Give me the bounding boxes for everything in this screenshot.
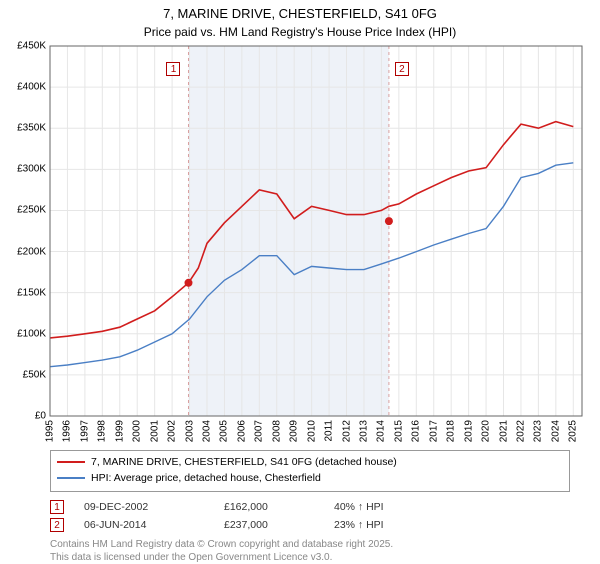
transaction-row: 1 09-DEC-2002 £162,000 40% ↑ HPI [50, 500, 570, 514]
transaction-price: £162,000 [224, 501, 334, 513]
x-axis-label: 2010 [306, 420, 317, 442]
x-axis-label: 2023 [533, 420, 544, 442]
legend-box: 7, MARINE DRIVE, CHESTERFIELD, S41 0FG (… [50, 450, 570, 492]
x-axis-label: 2016 [411, 420, 422, 442]
x-axis-label: 2025 [568, 420, 579, 442]
x-axis-label: 2022 [515, 420, 526, 442]
x-axis-label: 2003 [184, 420, 195, 442]
transaction-marker-2: 2 [50, 518, 64, 532]
transaction-row: 2 06-JUN-2014 £237,000 23% ↑ HPI [50, 518, 570, 532]
transaction-marker-1: 1 [50, 500, 64, 514]
transaction-date: 06-JUN-2014 [84, 519, 224, 531]
transaction-table: 1 09-DEC-2002 £162,000 40% ↑ HPI 2 06-JU… [50, 500, 570, 532]
y-axis-label: £300K [6, 164, 46, 175]
legend-label-property: 7, MARINE DRIVE, CHESTERFIELD, S41 0FG (… [91, 456, 397, 468]
legend-item-hpi: HPI: Average price, detached house, Ches… [57, 471, 563, 487]
chart-svg [50, 46, 582, 416]
y-axis-label: £400K [6, 82, 46, 93]
x-axis-label: 2024 [550, 420, 561, 442]
x-axis-label: 2005 [219, 420, 230, 442]
x-axis-label: 2020 [481, 420, 492, 442]
y-axis-label: £250K [6, 205, 46, 216]
x-axis-label: 2001 [149, 420, 160, 442]
transaction-delta: 23% ↑ HPI [334, 519, 444, 531]
y-axis-label: £350K [6, 123, 46, 134]
y-axis-label: £150K [6, 287, 46, 298]
x-axis-label: 2013 [358, 420, 369, 442]
chart-title: 7, MARINE DRIVE, CHESTERFIELD, S41 0FG [0, 0, 600, 23]
y-axis-label: £100K [6, 328, 46, 339]
legend-item-property: 7, MARINE DRIVE, CHESTERFIELD, S41 0FG (… [57, 455, 563, 471]
chart-container: 7, MARINE DRIVE, CHESTERFIELD, S41 0FG P… [0, 0, 600, 560]
legend-and-footer: 7, MARINE DRIVE, CHESTERFIELD, S41 0FG (… [50, 450, 570, 564]
transaction-price: £237,000 [224, 519, 334, 531]
y-axis-label: £450K [6, 41, 46, 52]
transaction-delta: 40% ↑ HPI [334, 501, 444, 513]
x-axis-label: 2008 [271, 420, 282, 442]
chart-marker-box: 2 [395, 62, 409, 76]
chart-marker-box: 1 [166, 62, 180, 76]
chart-subtitle: Price paid vs. HM Land Registry's House … [0, 23, 600, 39]
x-axis-label: 2007 [254, 420, 265, 442]
footnote-line-2: This data is licensed under the Open Gov… [50, 552, 332, 563]
x-axis-label: 2017 [428, 420, 439, 442]
x-axis-label: 2014 [376, 420, 387, 442]
legend-label-hpi: HPI: Average price, detached house, Ches… [91, 472, 321, 484]
x-axis-label: 2000 [132, 420, 143, 442]
transaction-date: 09-DEC-2002 [84, 501, 224, 513]
x-axis-label: 2006 [236, 420, 247, 442]
y-axis-label: £50K [6, 369, 46, 380]
x-axis-label: 1998 [97, 420, 108, 442]
y-axis-label: £200K [6, 246, 46, 257]
x-axis-label: 2019 [463, 420, 474, 442]
plot-area: £0£50K£100K£150K£200K£250K£300K£350K£400… [50, 46, 582, 416]
x-axis-label: 2021 [498, 420, 509, 442]
x-axis-label: 2002 [167, 420, 178, 442]
x-axis-label: 1995 [45, 420, 56, 442]
footnote-line-1: Contains HM Land Registry data © Crown c… [50, 539, 393, 550]
x-axis-label: 2018 [446, 420, 457, 442]
x-axis-label: 2011 [324, 420, 335, 442]
x-axis-label: 2009 [289, 420, 300, 442]
x-axis-label: 1999 [114, 420, 125, 442]
x-axis-label: 2012 [341, 420, 352, 442]
legend-swatch-hpi [57, 477, 85, 479]
x-axis-label: 1996 [62, 420, 73, 442]
x-axis-label: 1997 [79, 420, 90, 442]
y-axis-label: £0 [6, 411, 46, 422]
x-axis-label: 2004 [201, 420, 212, 442]
x-axis-label: 2015 [393, 420, 404, 442]
legend-swatch-property [57, 461, 85, 463]
